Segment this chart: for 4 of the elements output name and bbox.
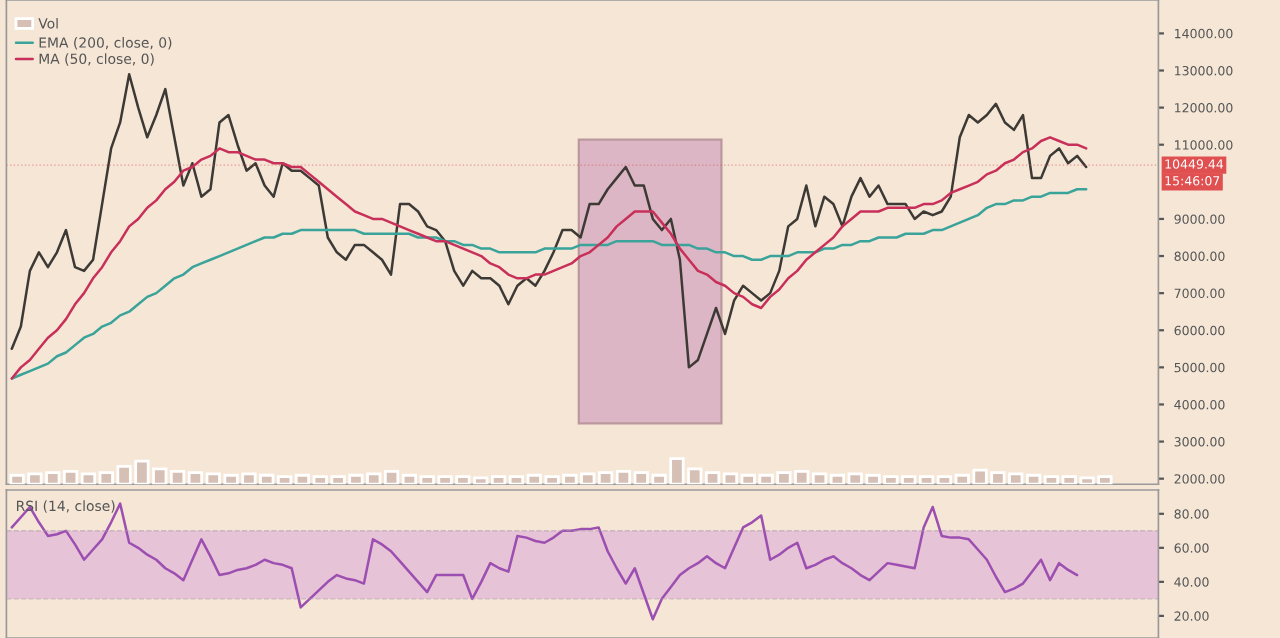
line-series	[10, 72, 1088, 369]
line-series	[10, 502, 1079, 621]
line-series	[10, 187, 1088, 380]
line-series	[10, 136, 1088, 380]
